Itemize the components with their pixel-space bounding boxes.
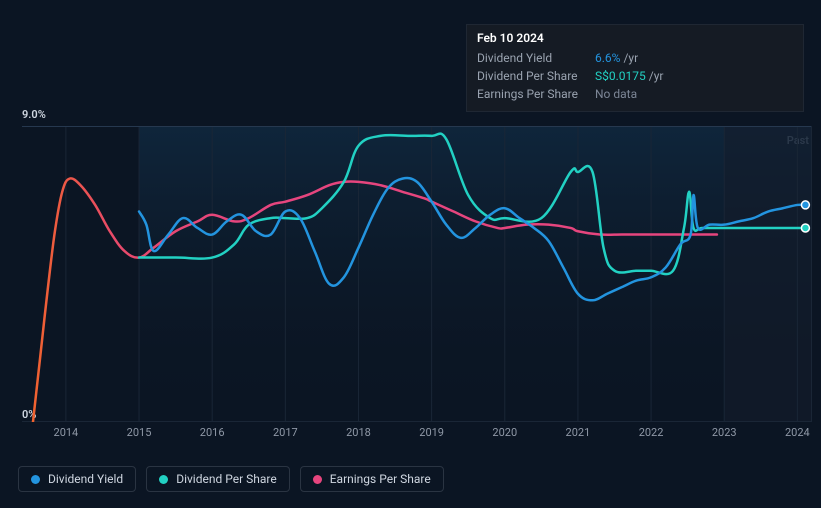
x-tick: 2017 bbox=[273, 426, 298, 439]
tooltip-unit: /yr bbox=[623, 51, 638, 65]
tooltip-row: Dividend Per ShareS$0.0175/yr bbox=[477, 67, 793, 85]
tooltip-value: 6.6%/yr bbox=[595, 49, 638, 67]
x-tick: 2014 bbox=[54, 426, 79, 439]
y-axis-max-label: 9.0% bbox=[22, 108, 46, 121]
x-tick: 2015 bbox=[127, 426, 152, 439]
x-tick: 2021 bbox=[566, 426, 591, 439]
dividend-chart: Feb 10 2024 Dividend Yield6.6%/yrDividen… bbox=[0, 0, 821, 508]
chart-plot-area[interactable] bbox=[22, 126, 812, 422]
series-end-dot bbox=[801, 201, 809, 209]
x-axis: 2014 2015 2016 2017 2018 2019 2020 2021 2022 2023… bbox=[22, 426, 812, 446]
tooltip-value: S$0.0175/yr bbox=[595, 67, 663, 85]
tooltip-key: Dividend Yield bbox=[477, 49, 595, 67]
legend: Dividend Yield Dividend Per Share Earnings… bbox=[18, 466, 444, 492]
tooltip-value: No data bbox=[595, 85, 640, 103]
tooltip-row: Earnings Per ShareNo data bbox=[477, 85, 793, 103]
tooltip-date: Feb 10 2024 bbox=[477, 31, 793, 45]
tooltip-key: Earnings Per Share bbox=[477, 85, 595, 103]
tooltip-unit: /yr bbox=[649, 69, 664, 83]
legend-dot bbox=[31, 475, 40, 484]
legend-label: Earnings Per Share bbox=[330, 472, 431, 486]
x-tick: 2024 bbox=[785, 426, 810, 439]
x-tick: 2020 bbox=[492, 426, 517, 439]
tooltip-card: Feb 10 2024 Dividend Yield6.6%/yrDividen… bbox=[466, 24, 804, 112]
x-tick: 2022 bbox=[639, 426, 664, 439]
x-tick: 2018 bbox=[346, 426, 371, 439]
legend-label: Dividend Per Share bbox=[176, 472, 277, 486]
x-tick: 2016 bbox=[200, 426, 225, 439]
legend-item[interactable]: Dividend Per Share bbox=[146, 466, 290, 492]
x-tick: 2023 bbox=[712, 426, 737, 439]
legend-item[interactable]: Earnings Per Share bbox=[300, 466, 444, 492]
tooltip-row: Dividend Yield6.6%/yr bbox=[477, 49, 793, 67]
x-tick: 2019 bbox=[419, 426, 444, 439]
legend-dot bbox=[313, 475, 322, 484]
legend-item[interactable]: Dividend Yield bbox=[18, 466, 136, 492]
legend-label: Dividend Yield bbox=[48, 472, 123, 486]
legend-dot bbox=[159, 475, 168, 484]
series-end-dot bbox=[801, 224, 809, 232]
tooltip-key: Dividend Per Share bbox=[477, 67, 595, 85]
